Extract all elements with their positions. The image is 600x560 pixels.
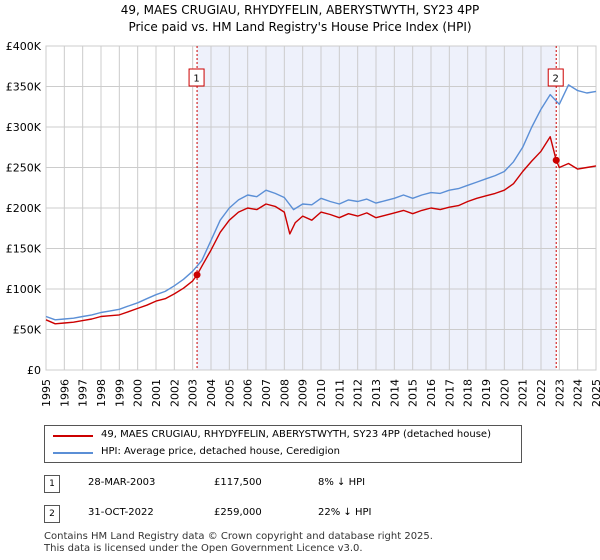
- sale-price: £259,000: [214, 507, 262, 518]
- x-tick-label: 2024: [572, 379, 585, 407]
- x-tick-label: 2019: [480, 379, 493, 407]
- x-tick-label: 2023: [553, 379, 566, 407]
- property-price-line: [45, 135, 597, 325]
- legend-swatch-hpi: [53, 452, 93, 454]
- x-tick-label: 1998: [95, 379, 108, 407]
- y-tick-label: £350K: [6, 81, 42, 94]
- gridlines: [45, 45, 597, 371]
- sale-date: 28-MAR-2003: [88, 477, 156, 488]
- x-tick-label: 2006: [242, 379, 255, 407]
- x-tick-label: 2008: [278, 379, 291, 407]
- y-tick-label: £250K: [6, 162, 42, 175]
- chart-subtitle: Price paid vs. HM Land Registry's House …: [128, 20, 472, 34]
- x-tick-label: 2017: [443, 379, 456, 407]
- legend-label-property: 49, MAES CRUGIAU, RHYDYFELIN, ABERYSTWYT…: [101, 429, 491, 440]
- x-tick-label: 2013: [370, 379, 383, 407]
- plot-frame: [45, 45, 597, 371]
- x-tick-label: 1999: [113, 379, 126, 407]
- x-tick-label: 2018: [462, 379, 475, 407]
- legend-item-hpi: HPI: Average price, detached house, Cere…: [53, 445, 513, 461]
- y-tick-label: £150K: [6, 243, 42, 256]
- y-axis: £0 £50K £100K £150K £200K £250K £300K £350K £400…: [6, 40, 42, 377]
- y-tick-label: £400K: [6, 40, 42, 53]
- x-tick-label: 2005: [223, 379, 236, 407]
- x-tick-label: 2014: [388, 379, 401, 407]
- x-tick-label: 2007: [260, 379, 273, 407]
- x-tick-label: 2025: [590, 379, 600, 407]
- footer-copyright: Contains HM Land Registry data © Crown c…: [44, 531, 433, 542]
- series-lines: [45, 46, 597, 370]
- x-tick-label: 2012: [352, 379, 365, 407]
- sale-label-box: [188, 68, 205, 87]
- sale-number: 2: [44, 505, 60, 523]
- hpi-line: [45, 84, 597, 321]
- x-tick-label: 2020: [498, 379, 511, 407]
- x-tick-label: 2000: [132, 379, 145, 407]
- x-tick-label: 1995: [40, 379, 53, 407]
- sale-hpi-diff: 8% ↓ HPI: [318, 477, 366, 488]
- x-tick-label: 2016: [425, 379, 438, 407]
- x-tick-label: 2003: [187, 379, 200, 407]
- sale-price: £117,500: [214, 477, 262, 488]
- x-tick-label: 2011: [333, 379, 346, 407]
- sale-hpi-diff: 22% ↓ HPI: [318, 507, 372, 518]
- footer-licence: This data is licensed under the Open Gov…: [44, 543, 363, 554]
- x-tick-label: 2001: [150, 379, 163, 407]
- x-tick-label: 2015: [407, 379, 420, 407]
- sale-number: 1: [44, 475, 60, 493]
- x-tick-label: 2009: [297, 379, 310, 407]
- chart-title: 49, MAES CRUGIAU, RHYDYFELIN, ABERYSTWYT…: [120, 3, 480, 17]
- legend: 49, MAES CRUGIAU, RHYDYFELIN, ABERYSTWYT…: [44, 425, 522, 463]
- x-tick-label: 2004: [205, 379, 218, 407]
- x-tick-label: 2022: [535, 379, 548, 407]
- legend-label-hpi: HPI: Average price, detached house, Cere…: [101, 446, 340, 457]
- price-chart: 1995 1996 1997 1998 1999 2000 2001 2002 2003 2004…: [6, 40, 600, 407]
- y-tick-label: £0: [27, 364, 41, 377]
- x-axis: 1995 1996 1997 1998 1999 2000 2001 2002 2003 2004…: [40, 379, 600, 407]
- legend-item-property: 49, MAES CRUGIAU, RHYDYFELIN, ABERYSTWYT…: [53, 428, 513, 444]
- sale-date: 31-OCT-2022: [88, 507, 154, 518]
- sale-row: 1 28-MAR-2003 £117,500 8% ↓ HPI: [44, 475, 444, 495]
- x-tick-label: 2010: [315, 379, 328, 407]
- sale-row: 2 31-OCT-2022 £259,000 22% ↓ HPI: [44, 505, 444, 525]
- sale-label-box: [547, 68, 564, 87]
- y-tick-label: £200K: [6, 202, 42, 215]
- y-tick-label: £300K: [6, 121, 42, 134]
- legend-swatch-property: [53, 435, 93, 437]
- sale-label: 2: [553, 74, 559, 85]
- x-tick-label: 2002: [168, 379, 181, 407]
- x-tick-label: 1997: [77, 379, 90, 407]
- sale-point: [552, 156, 560, 164]
- x-tick-label: 2021: [517, 379, 530, 407]
- y-tick-label: £100K: [6, 283, 42, 296]
- y-tick-label: £50K: [13, 324, 42, 337]
- sale-point: [193, 271, 201, 279]
- sale-label: 1: [193, 74, 199, 85]
- x-tick-label: 1996: [58, 379, 71, 407]
